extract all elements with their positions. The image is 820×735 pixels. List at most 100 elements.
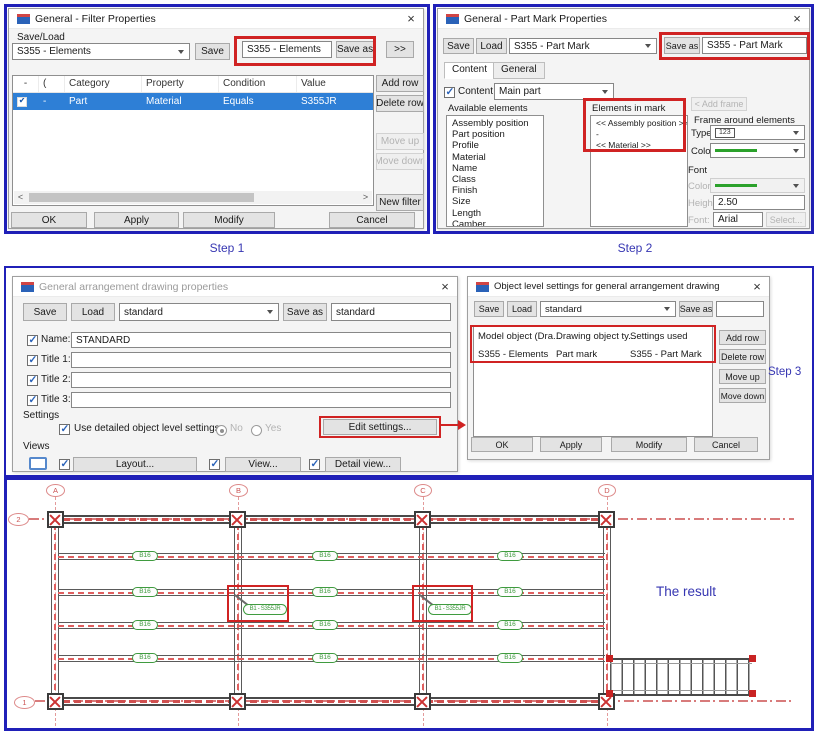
add-frame-button[interactable]: < Add frame xyxy=(691,97,747,111)
list-item[interactable]: Size xyxy=(452,196,471,208)
list-item[interactable]: Length xyxy=(452,207,482,219)
cancel-button[interactable]: Cancel xyxy=(329,212,415,228)
objlevel-preset-dropdown[interactable]: standard xyxy=(540,301,676,317)
close-icon[interactable]: × xyxy=(793,11,801,26)
objlevel-load-button[interactable]: Load xyxy=(507,301,537,317)
list-item[interactable]: Assembly position xyxy=(452,118,529,129)
title2-checkbox[interactable] xyxy=(27,374,38,386)
list-item[interactable]: << Material >> xyxy=(596,140,651,151)
filter-save-button[interactable]: Save xyxy=(195,43,230,60)
main-part-dropdown[interactable]: Main part xyxy=(494,83,614,100)
title3-checkbox[interactable] xyxy=(27,394,38,406)
filter-saveas-input[interactable]: S355 - Elements xyxy=(242,41,332,58)
layout-button[interactable]: Layout... xyxy=(73,457,197,472)
list-item[interactable]: Profile xyxy=(452,140,479,152)
frame-color-dropdown[interactable] xyxy=(710,143,805,158)
filter-preset-dropdown[interactable]: S355 - Elements xyxy=(12,43,190,60)
title2-input[interactable] xyxy=(71,372,451,388)
objlevel-delete-row-button[interactable]: Delete row xyxy=(719,349,766,364)
filter-rule-table[interactable]: - ( Category Property Condition Value - … xyxy=(12,75,374,206)
scroll-right-icon[interactable]: > xyxy=(362,192,369,202)
list-item[interactable]: - xyxy=(596,129,599,140)
beam-mark: B16 xyxy=(312,620,338,630)
row-condition: Equals xyxy=(223,96,254,107)
move-up-button[interactable]: Move up xyxy=(376,133,424,150)
view-checkbox[interactable] xyxy=(209,458,220,470)
font-color-dropdown[interactable] xyxy=(710,178,805,193)
objlevel-add-row-button[interactable]: Add row xyxy=(719,330,766,345)
elements-in-mark-list[interactable]: << Assembly position >> - << Material >> xyxy=(590,115,688,227)
objlevel-saveas-input[interactable] xyxy=(716,301,764,317)
ga-saveas-button[interactable]: Save as xyxy=(283,303,327,321)
objlevel-save-button[interactable]: Save xyxy=(474,301,504,317)
partmark-preset-dropdown[interactable]: S355 - Part Mark xyxy=(509,38,657,54)
delete-row-button[interactable]: Delete row xyxy=(376,95,424,112)
objlevel-move-down-button[interactable]: Move down xyxy=(719,388,766,403)
close-icon[interactable]: × xyxy=(441,279,449,294)
tab-content[interactable]: Content xyxy=(444,62,496,79)
layout-checkbox[interactable] xyxy=(59,458,70,470)
list-item[interactable]: Part position xyxy=(452,129,505,141)
partmark-load-button[interactable]: Load xyxy=(476,38,507,54)
objlevel-move-up-button[interactable]: Move up xyxy=(719,369,766,384)
content-checkbox[interactable] xyxy=(444,86,455,98)
view-button[interactable]: View... xyxy=(225,457,301,472)
tab-general[interactable]: General xyxy=(493,62,545,79)
radio-no[interactable] xyxy=(216,425,227,436)
close-icon[interactable]: × xyxy=(753,279,761,294)
list-item[interactable]: Name xyxy=(452,162,478,174)
staircase xyxy=(610,658,752,696)
horizontal-scrollbar[interactable]: < > xyxy=(14,191,372,204)
detail-view-button[interactable]: Detail view... xyxy=(325,457,401,472)
ga-load-button[interactable]: Load xyxy=(71,303,115,321)
title1-input[interactable] xyxy=(71,352,451,368)
partmark-save-button[interactable]: Save xyxy=(443,38,474,54)
close-icon[interactable]: × xyxy=(407,11,415,26)
beam-mark: B16 xyxy=(132,587,158,597)
apply-button[interactable]: Apply xyxy=(94,212,179,228)
modify-button[interactable]: Modify xyxy=(611,437,687,452)
detailed-settings-checkbox[interactable] xyxy=(59,423,70,435)
ok-button[interactable]: OK xyxy=(11,212,87,228)
row-checkbox[interactable] xyxy=(17,96,27,107)
objlevel-settings-list[interactable] xyxy=(473,325,713,437)
list-item[interactable]: Finish xyxy=(452,185,478,197)
title1-checkbox[interactable] xyxy=(27,354,38,366)
ga-preset-dropdown[interactable]: standard xyxy=(119,303,279,321)
objlevel-saveas-button[interactable]: Save as xyxy=(679,301,713,317)
scroll-left-icon[interactable]: < xyxy=(17,192,24,202)
available-elements-header: Available elements xyxy=(448,103,528,114)
partmark-saveas-button[interactable]: Save as xyxy=(664,37,700,54)
list-item[interactable]: Camber xyxy=(452,218,486,227)
ga-titlebar: General arrangement drawing properties × xyxy=(13,277,457,297)
font-select-button[interactable]: Select... xyxy=(766,212,806,227)
ok-button[interactable]: OK xyxy=(471,437,533,452)
name-input[interactable]: STANDARD xyxy=(71,332,451,348)
modify-button[interactable]: Modify xyxy=(183,212,275,228)
list-item[interactable]: Class xyxy=(452,174,476,186)
edit-settings-button[interactable]: Edit settings... xyxy=(323,419,437,435)
new-filter-button[interactable]: New filter xyxy=(376,194,424,211)
name-checkbox[interactable] xyxy=(27,334,38,346)
frame-type-dropdown[interactable]: 123 xyxy=(710,125,805,140)
list-item[interactable]: << Assembly position >> xyxy=(596,118,688,128)
title3-input[interactable] xyxy=(71,392,451,408)
radio-yes[interactable] xyxy=(251,425,262,436)
save-load-label: Save/Load xyxy=(17,32,65,43)
list-item[interactable]: Material xyxy=(452,151,486,163)
ga-saveas-input[interactable]: standard xyxy=(331,303,451,321)
apply-button[interactable]: Apply xyxy=(540,437,602,452)
height-input[interactable]: 2.50 xyxy=(713,195,805,210)
add-row-button[interactable]: Add row xyxy=(376,75,424,92)
available-elements-list[interactable]: Assembly position Part position Profile … xyxy=(446,115,544,227)
scrollbar-thumb[interactable] xyxy=(29,193,254,202)
filter-expand-button[interactable]: >> xyxy=(386,41,414,58)
ga-save-button[interactable]: Save xyxy=(23,303,67,321)
cancel-button[interactable]: Cancel xyxy=(694,437,758,452)
detail-view-checkbox[interactable] xyxy=(309,458,320,470)
filter-properties-dialog: General - Filter Properties × Save/Load … xyxy=(8,8,424,229)
move-down-button[interactable]: Move down xyxy=(376,153,424,170)
filter-rule-row[interactable]: - Part Material Equals S355JR xyxy=(13,93,373,110)
font-input[interactable]: Arial xyxy=(713,212,763,227)
partmark-saveas-input[interactable]: S355 - Part Mark xyxy=(702,37,807,54)
